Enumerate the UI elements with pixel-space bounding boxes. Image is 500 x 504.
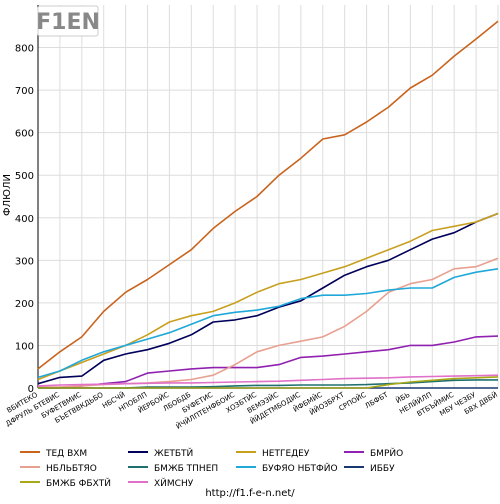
y-axis-label: ФЛЮЛИ xyxy=(2,174,13,216)
y-tick-label: 300 xyxy=(15,256,34,267)
legend-label-7: ИББУ xyxy=(370,464,395,474)
series-line-1 xyxy=(37,212,499,385)
legend-label-8: БМЖБ ФБХТЙ xyxy=(46,477,111,489)
logo: F1EN xyxy=(36,5,100,37)
y-tick-label: 700 xyxy=(15,86,34,97)
y-tick-label: 0 xyxy=(28,384,34,395)
y-tick-label: 600 xyxy=(15,129,34,140)
legend-label-6: БУФЯО НБТФЙО xyxy=(262,462,338,474)
y-tick-label: 200 xyxy=(15,299,34,310)
legend: ТЕД ВХМ ЖЕТБТЙ НЕТГЕДЕУ БМРЙО НБЛЬБТЯО БМЖБ Т… xyxy=(20,447,403,489)
logo-frame xyxy=(37,5,99,37)
series-line-3 xyxy=(38,335,499,389)
series-group xyxy=(37,20,499,389)
legend-label-3: БМРЙО xyxy=(370,447,403,459)
series-line-2 xyxy=(37,212,499,381)
legend-label-5: БМЖБ ТПНЕП xyxy=(154,464,218,474)
legend-label-1: ЖЕТБТЙ xyxy=(154,447,193,459)
y-tick-label: 400 xyxy=(15,214,34,225)
legend-label-4: НБЛЬБТЯО xyxy=(46,464,97,474)
y-tick-label: 800 xyxy=(15,44,34,55)
series-line-8 xyxy=(38,376,499,389)
y-tick-label: 500 xyxy=(15,171,34,182)
logo-text: F1EN xyxy=(36,10,100,35)
legend-label-9: ХЙМСНУ xyxy=(154,477,194,489)
y-tick-label: 100 xyxy=(15,341,34,352)
series-line-6 xyxy=(37,268,499,379)
y-axis: 0 100 200 300 400 500 600 700 800 xyxy=(15,5,39,395)
footer-url: http://f1.f-e-n.net/ xyxy=(205,488,295,499)
grid xyxy=(37,5,499,389)
legend-label-2: НЕТГЕДЕУ xyxy=(262,449,310,459)
series-line-0 xyxy=(37,20,499,370)
legend-label-0: ТЕД ВХМ xyxy=(45,449,87,459)
series-line-9 xyxy=(37,374,499,387)
